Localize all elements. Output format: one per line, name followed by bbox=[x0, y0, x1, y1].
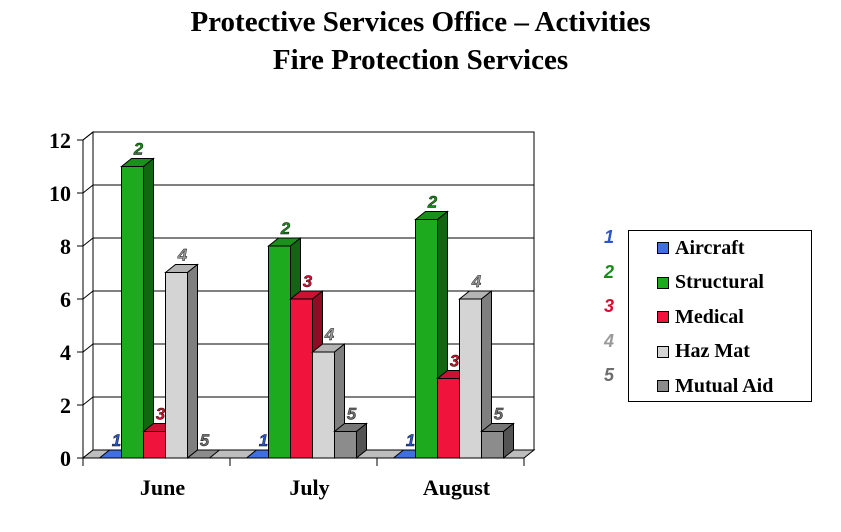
gridline-side bbox=[82, 131, 94, 141]
bar bbox=[481, 431, 504, 459]
data-label: 3 bbox=[450, 352, 460, 371]
bar bbox=[121, 166, 144, 459]
x-tick-label: July bbox=[289, 475, 329, 500]
legend-series-number: 3 bbox=[604, 296, 615, 316]
legend-swatch bbox=[657, 311, 669, 323]
y-tick-label: 8 bbox=[60, 234, 71, 259]
data-label: 2 bbox=[280, 219, 291, 238]
legend-series-number: 2 bbox=[604, 261, 615, 282]
legend-item: Medical bbox=[657, 306, 744, 328]
legend-item: Structural bbox=[657, 271, 764, 294]
bar bbox=[290, 298, 313, 459]
gridline-side bbox=[82, 396, 94, 406]
data-label: 1 bbox=[406, 431, 415, 450]
data-label: 5 bbox=[200, 431, 210, 450]
y-tick-label: 2 bbox=[60, 393, 71, 418]
data-label: 5 bbox=[494, 405, 504, 424]
bar bbox=[415, 219, 438, 459]
legend-swatch bbox=[657, 380, 669, 392]
legend: Aircraft Structural Medical Haz Mat Mutual A… bbox=[628, 230, 812, 402]
gridline-side bbox=[82, 290, 94, 300]
bar bbox=[143, 431, 166, 459]
legend-series-number: 1 bbox=[604, 227, 615, 247]
data-label: 3 bbox=[303, 272, 313, 291]
bar-side bbox=[503, 422, 514, 460]
y-tick-label: 6 bbox=[60, 287, 71, 312]
bar bbox=[312, 351, 335, 459]
legend-series-number: 5 bbox=[604, 365, 615, 385]
legend-item: Mutual Aid bbox=[657, 375, 773, 397]
legend-item: Aircraft bbox=[657, 237, 745, 259]
bar bbox=[334, 431, 357, 459]
y-tick-label: 10 bbox=[49, 181, 71, 206]
legend-swatch bbox=[657, 276, 669, 289]
legend-item: Haz Mat bbox=[657, 340, 750, 363]
bar-side bbox=[187, 263, 198, 460]
data-label: 1 bbox=[112, 431, 121, 450]
legend-series-number: 4 bbox=[604, 330, 615, 351]
bar bbox=[165, 272, 188, 459]
legend-label: Structural bbox=[675, 271, 764, 293]
bar-side bbox=[356, 422, 367, 460]
bar-side bbox=[143, 157, 154, 460]
gridline-side bbox=[82, 343, 94, 353]
legend-swatch bbox=[657, 242, 669, 254]
bar bbox=[186, 449, 221, 459]
legend-swatch bbox=[657, 345, 669, 358]
data-label: 2 bbox=[427, 193, 438, 212]
gridline-side bbox=[82, 237, 94, 247]
data-label: 3 bbox=[156, 405, 166, 424]
data-label: 4 bbox=[471, 272, 482, 291]
y-tick-label: 4 bbox=[60, 340, 71, 365]
legend-label: Medical bbox=[675, 305, 744, 328]
x-tick-label: June bbox=[140, 475, 185, 500]
data-label: 4 bbox=[177, 246, 188, 265]
bar bbox=[459, 298, 482, 459]
bar bbox=[437, 378, 460, 459]
legend-label: Aircraft bbox=[675, 236, 745, 259]
data-label: 1 bbox=[259, 431, 268, 450]
data-label: 5 bbox=[347, 405, 357, 424]
legend-label: Haz Mat bbox=[675, 340, 750, 362]
y-tick-label: 12 bbox=[49, 128, 71, 153]
data-label: 2 bbox=[133, 140, 144, 159]
data-label: 4 bbox=[324, 325, 335, 344]
legend-label: Mutual Aid bbox=[675, 374, 774, 397]
y-tick-label: 0 bbox=[60, 446, 71, 471]
chart-title-line1: Protective Services Office – Activities bbox=[190, 6, 651, 38]
gridline-side bbox=[82, 184, 94, 194]
x-tick-label: August bbox=[423, 475, 491, 500]
chart-title-line2: Fire Protection Services bbox=[272, 44, 569, 76]
bar bbox=[268, 245, 291, 459]
